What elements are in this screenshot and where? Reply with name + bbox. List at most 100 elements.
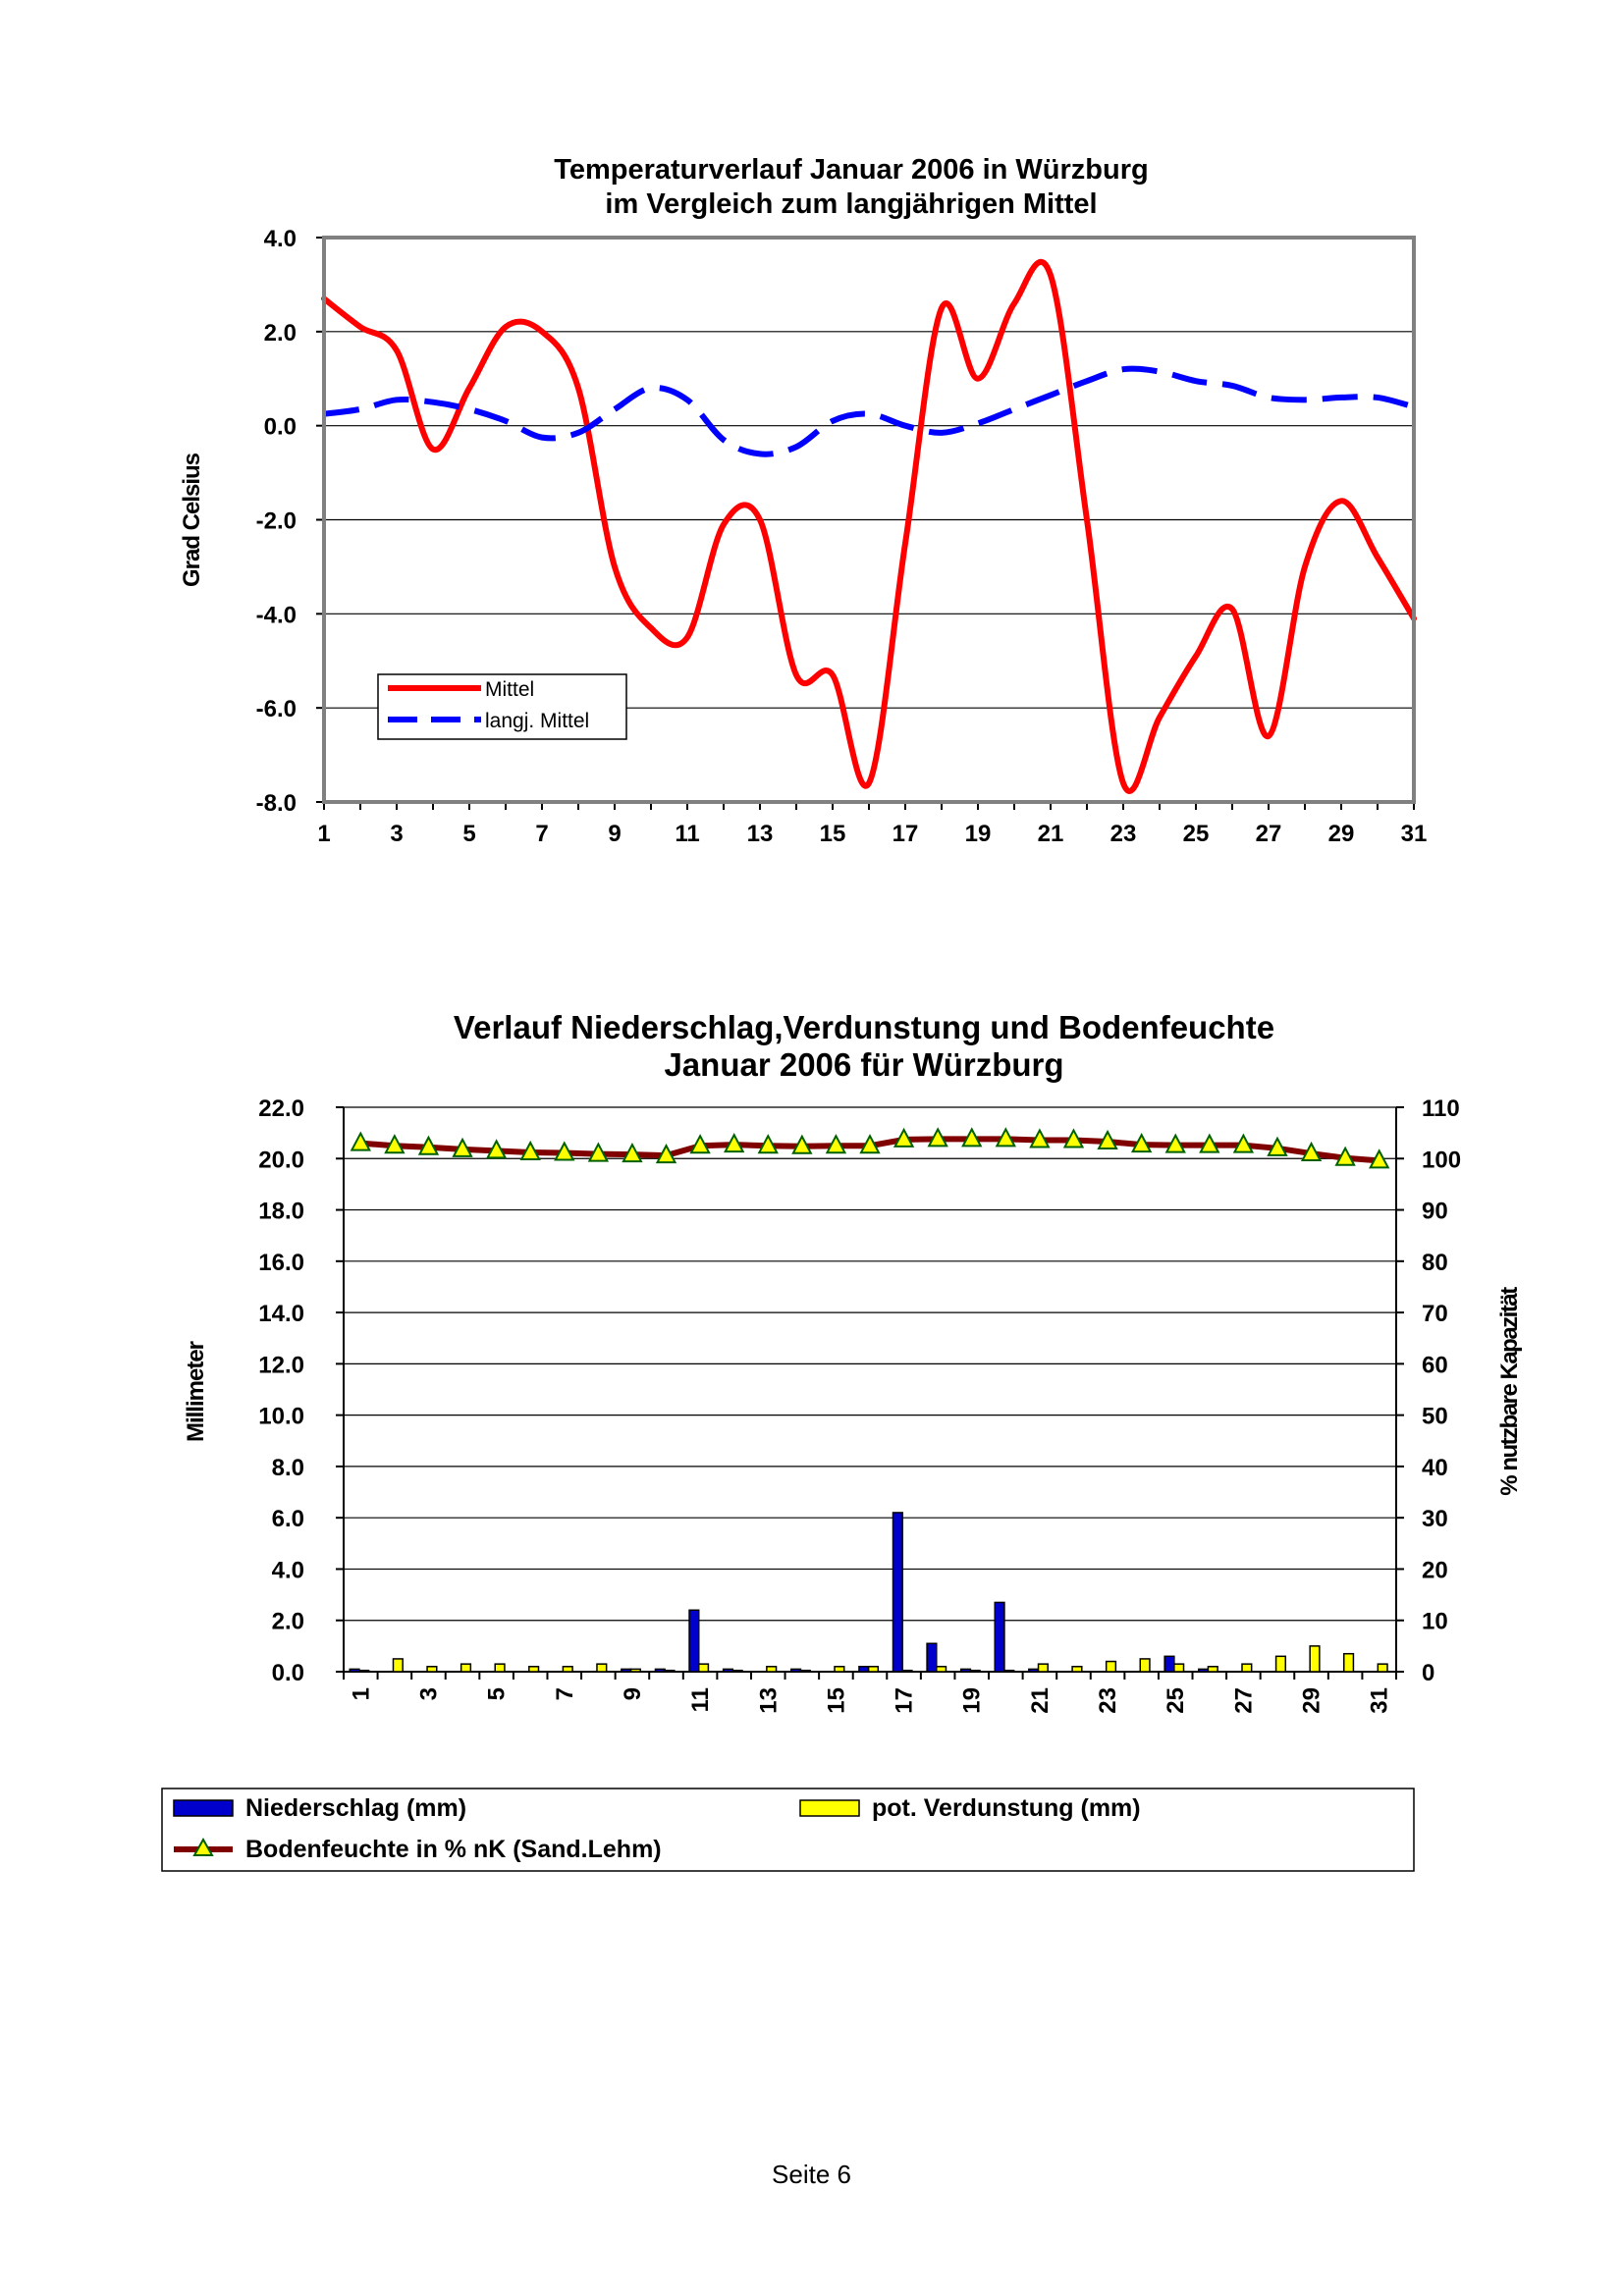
verdunstung-bar xyxy=(1274,1655,1287,1673)
chart2-x-tick-label: 21 xyxy=(1027,1687,1054,1714)
chart1-x-tick-label: 23 xyxy=(1110,821,1137,847)
bodenfeuchte-marker xyxy=(893,1127,915,1148)
verdunstung-bar xyxy=(766,1666,778,1673)
chart2-line-group xyxy=(350,1127,1390,1169)
verdunstung-bar xyxy=(799,1669,811,1673)
niederschlag-bar xyxy=(994,1601,1005,1673)
page-number: Seite 6 xyxy=(772,2160,851,2189)
chart1-x-tick-label: 5 xyxy=(462,821,475,847)
bodenfeuchte-marker xyxy=(350,1131,371,1151)
chart2-x-tick-label: 9 xyxy=(620,1687,646,1700)
verdunstung-bar xyxy=(936,1666,947,1673)
verdunstung-bar xyxy=(460,1663,472,1673)
verdunstung-bar xyxy=(1173,1663,1185,1673)
chart2-x-tick-label: 3 xyxy=(415,1687,442,1700)
chart1-y-tick-label: -4.0 xyxy=(256,602,297,628)
chart2-y-tick-label-left: 12.0 xyxy=(258,1352,304,1378)
bodenfeuchte-marker xyxy=(485,1139,508,1159)
niederschlag-bar xyxy=(926,1642,938,1673)
bodenfeuchte-marker xyxy=(1097,1129,1118,1150)
bodenfeuchte-marker xyxy=(1130,1133,1153,1153)
chart1-x-tick-label: 11 xyxy=(675,821,699,847)
chart2-x-tick-label: 1 xyxy=(348,1687,374,1700)
verdunstung-bar xyxy=(494,1663,506,1673)
chart2-gridlines xyxy=(336,1106,1404,1680)
chart1-x-tick-label: 19 xyxy=(965,821,992,847)
bodenfeuchte-marker xyxy=(791,1134,813,1154)
chart1-series-line-0 xyxy=(321,258,1417,795)
verdunstung-bar xyxy=(1003,1669,1015,1673)
chart1-series-group xyxy=(321,258,1417,795)
bodenfeuchte-marker xyxy=(1334,1146,1356,1166)
verdunstung-bar xyxy=(1037,1663,1049,1673)
chart1-x-tick-label: 21 xyxy=(1038,821,1064,847)
legend-marker-bodenfeuchte xyxy=(192,1837,214,1856)
legend-swatch-verdunstung xyxy=(799,1799,860,1817)
chart2-x-tick-label: 15 xyxy=(823,1687,849,1714)
temperature-chart: Temperaturverlauf Januar 2006 in Würzbur… xyxy=(179,154,1428,847)
bodenfeuchte-marker xyxy=(452,1137,473,1157)
chart1-x-tick-label: 25 xyxy=(1183,821,1210,847)
bodenfeuchte-marker xyxy=(587,1142,610,1162)
niederschlag-bar xyxy=(790,1668,802,1673)
chart1-legend: Mittel langj. Mittel xyxy=(377,673,627,740)
niederschlag-bar xyxy=(858,1666,870,1673)
chart2-x-tick-labels: 1 3 5 7 9 11 13 15 17 19 21 23 25 27 29 31 xyxy=(348,1687,1392,1714)
chart2-y-tick-label-left: 22.0 xyxy=(258,1095,304,1122)
verdunstung-bar xyxy=(528,1666,540,1673)
legend-label-niederschlag: Niederschlag (mm) xyxy=(245,1794,466,1822)
chart2-y-tick-label-right: 30 xyxy=(1422,1506,1448,1532)
legend-label-verdunstung: pot. Verdunstung (mm) xyxy=(872,1794,1141,1822)
chart2-y-tick-label-left: 16.0 xyxy=(258,1250,304,1276)
legend-swatch-niederschlag xyxy=(173,1799,234,1817)
chart1-x-tick-label: 17 xyxy=(893,821,919,847)
chart2-y-tick-label-left: 8.0 xyxy=(272,1455,304,1481)
verdunstung-bar xyxy=(1241,1663,1253,1673)
chart2-x-tick-label: 13 xyxy=(755,1687,782,1714)
verdunstung-bar xyxy=(1139,1658,1151,1673)
chart2-x-tick-label: 25 xyxy=(1163,1687,1189,1714)
bodenfeuchte-marker xyxy=(1300,1141,1323,1162)
verdunstung-bar xyxy=(1105,1660,1117,1673)
verdunstung-bar xyxy=(1377,1663,1388,1673)
chart2-y-tick-label-right: 20 xyxy=(1422,1557,1448,1583)
bodenfeuchte-marker xyxy=(825,1134,847,1154)
chart2-bars-group xyxy=(349,1512,1388,1673)
chart2-y-tick-label-right: 100 xyxy=(1422,1147,1461,1173)
legend-label-langj-mittel: langj. Mittel xyxy=(485,710,589,732)
chart1-x-tick-label: 31 xyxy=(1401,821,1428,847)
verdunstung-bar xyxy=(392,1658,404,1673)
chart1-y-axis-label: Grad Celsius xyxy=(179,453,205,587)
chart1-plot-frame xyxy=(322,236,1416,804)
chart2-y-axis-label-right: % nutzbare Kapazität xyxy=(1496,1287,1523,1496)
bodenfeuchte-marker xyxy=(1232,1133,1255,1153)
chart1-x-tick-label: 9 xyxy=(608,821,621,847)
niederschlag-bar xyxy=(959,1668,972,1673)
chart2-y-tick-labels-left: 22.0 20.0 18.0 16.0 14.0 12.0 10.0 8.0 6.0 4.0 2.0… xyxy=(258,1095,304,1686)
chart1-subtitle: im Vergleich zum langjährigen Mittel xyxy=(605,188,1097,220)
verdunstung-bar xyxy=(969,1669,981,1673)
chart2-y-tick-label-right: 50 xyxy=(1422,1404,1448,1430)
bodenfeuchte-marker xyxy=(622,1142,643,1163)
niederschlag-bar xyxy=(1028,1668,1040,1673)
niederschlag-bar xyxy=(654,1668,666,1673)
verdunstung-bar xyxy=(1207,1666,1218,1673)
chart2-y-tick-label-left: 20.0 xyxy=(258,1147,304,1173)
chart2-x-tick-label: 29 xyxy=(1299,1687,1325,1714)
precipitation-chart: Verlauf Niederschlag,Verdunstung und Bod… xyxy=(161,1009,1523,1872)
chart1-y-tick-label: 4.0 xyxy=(264,226,297,252)
verdunstung-bar xyxy=(834,1666,845,1673)
chart1-x-tick-label: 1 xyxy=(317,821,330,847)
chart2-x-tick-label: 19 xyxy=(959,1687,986,1714)
chart1-series-line-1 xyxy=(323,365,1415,457)
chart1-y-tick-label: -8.0 xyxy=(256,790,297,817)
chart1-x-tick-label: 29 xyxy=(1328,821,1355,847)
verdunstung-bar xyxy=(1342,1652,1355,1673)
chart2-x-tick-label: 17 xyxy=(892,1687,918,1714)
bodenfeuchte-marker xyxy=(417,1135,440,1155)
bodenfeuchte-marker xyxy=(519,1140,541,1160)
chart2-x-tick-label: 23 xyxy=(1095,1687,1121,1714)
verdunstung-bar xyxy=(358,1669,370,1673)
chart1-y-tick-label: -2.0 xyxy=(256,508,297,535)
